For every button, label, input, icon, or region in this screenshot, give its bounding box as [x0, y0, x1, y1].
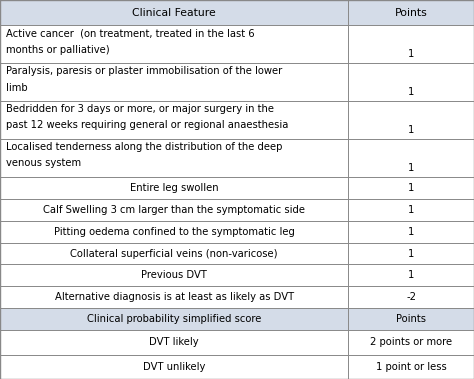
Text: Localised tenderness along the distribution of the deep
venous system: Localised tenderness along the distribut… — [6, 142, 282, 168]
Text: Clinical Feature: Clinical Feature — [132, 8, 216, 18]
Bar — [0, 63, 348, 101]
Text: Pitting oedema confined to the symptomatic leg: Pitting oedema confined to the symptomat… — [54, 227, 295, 236]
Text: DVT likely: DVT likely — [149, 337, 199, 348]
Bar — [348, 101, 474, 139]
Bar — [0, 287, 348, 308]
Bar — [348, 221, 474, 243]
Text: -2: -2 — [406, 292, 416, 302]
Bar — [348, 25, 474, 63]
Text: 1: 1 — [408, 249, 414, 258]
Bar — [0, 101, 348, 139]
Text: Paralysis, paresis or plaster immobilisation of the lower
limb: Paralysis, paresis or plaster immobilisa… — [6, 66, 282, 92]
Text: 1: 1 — [408, 49, 414, 60]
Text: Bedridden for 3 days or more, or major surgery in the
past 12 weeks requiring ge: Bedridden for 3 days or more, or major s… — [6, 104, 288, 130]
Text: Points: Points — [395, 8, 428, 18]
Bar — [348, 355, 474, 379]
Bar — [348, 199, 474, 221]
Bar — [0, 221, 348, 243]
Text: Points: Points — [396, 314, 426, 324]
Bar — [348, 287, 474, 308]
Bar — [348, 330, 474, 355]
Bar — [0, 355, 348, 379]
Bar — [0, 0, 348, 25]
Bar — [0, 330, 348, 355]
Bar — [348, 139, 474, 177]
Text: Previous DVT: Previous DVT — [141, 270, 207, 280]
Bar — [348, 63, 474, 101]
Text: 1: 1 — [408, 227, 414, 236]
Bar — [348, 308, 474, 330]
Text: 1 point or less: 1 point or less — [376, 362, 447, 372]
Text: 2 points or more: 2 points or more — [370, 337, 452, 348]
Bar — [0, 139, 348, 177]
Text: DVT unlikely: DVT unlikely — [143, 362, 205, 372]
Bar — [348, 243, 474, 265]
Text: Collateral superficial veins (non-varicose): Collateral superficial veins (non-varico… — [71, 249, 278, 258]
Text: Alternative diagnosis is at least as likely as DVT: Alternative diagnosis is at least as lik… — [55, 292, 294, 302]
Text: 1: 1 — [408, 183, 414, 193]
Bar — [348, 265, 474, 287]
Bar — [0, 25, 348, 63]
Text: Clinical probability simplified score: Clinical probability simplified score — [87, 314, 261, 324]
Bar — [348, 0, 474, 25]
Text: 1: 1 — [408, 87, 414, 97]
Text: 1: 1 — [408, 270, 414, 280]
Text: Calf Swelling 3 cm larger than the symptomatic side: Calf Swelling 3 cm larger than the sympt… — [43, 205, 305, 215]
Bar — [0, 243, 348, 265]
Text: Entire leg swollen: Entire leg swollen — [130, 183, 219, 193]
Text: 1: 1 — [408, 125, 414, 135]
Text: 1: 1 — [408, 205, 414, 215]
Text: 1: 1 — [408, 163, 414, 173]
Bar — [0, 265, 348, 287]
Bar — [0, 308, 348, 330]
Bar — [0, 199, 348, 221]
Bar — [0, 177, 348, 199]
Bar — [348, 177, 474, 199]
Text: Active cancer  (on treatment, treated in the last 6
months or palliative): Active cancer (on treatment, treated in … — [6, 28, 255, 55]
